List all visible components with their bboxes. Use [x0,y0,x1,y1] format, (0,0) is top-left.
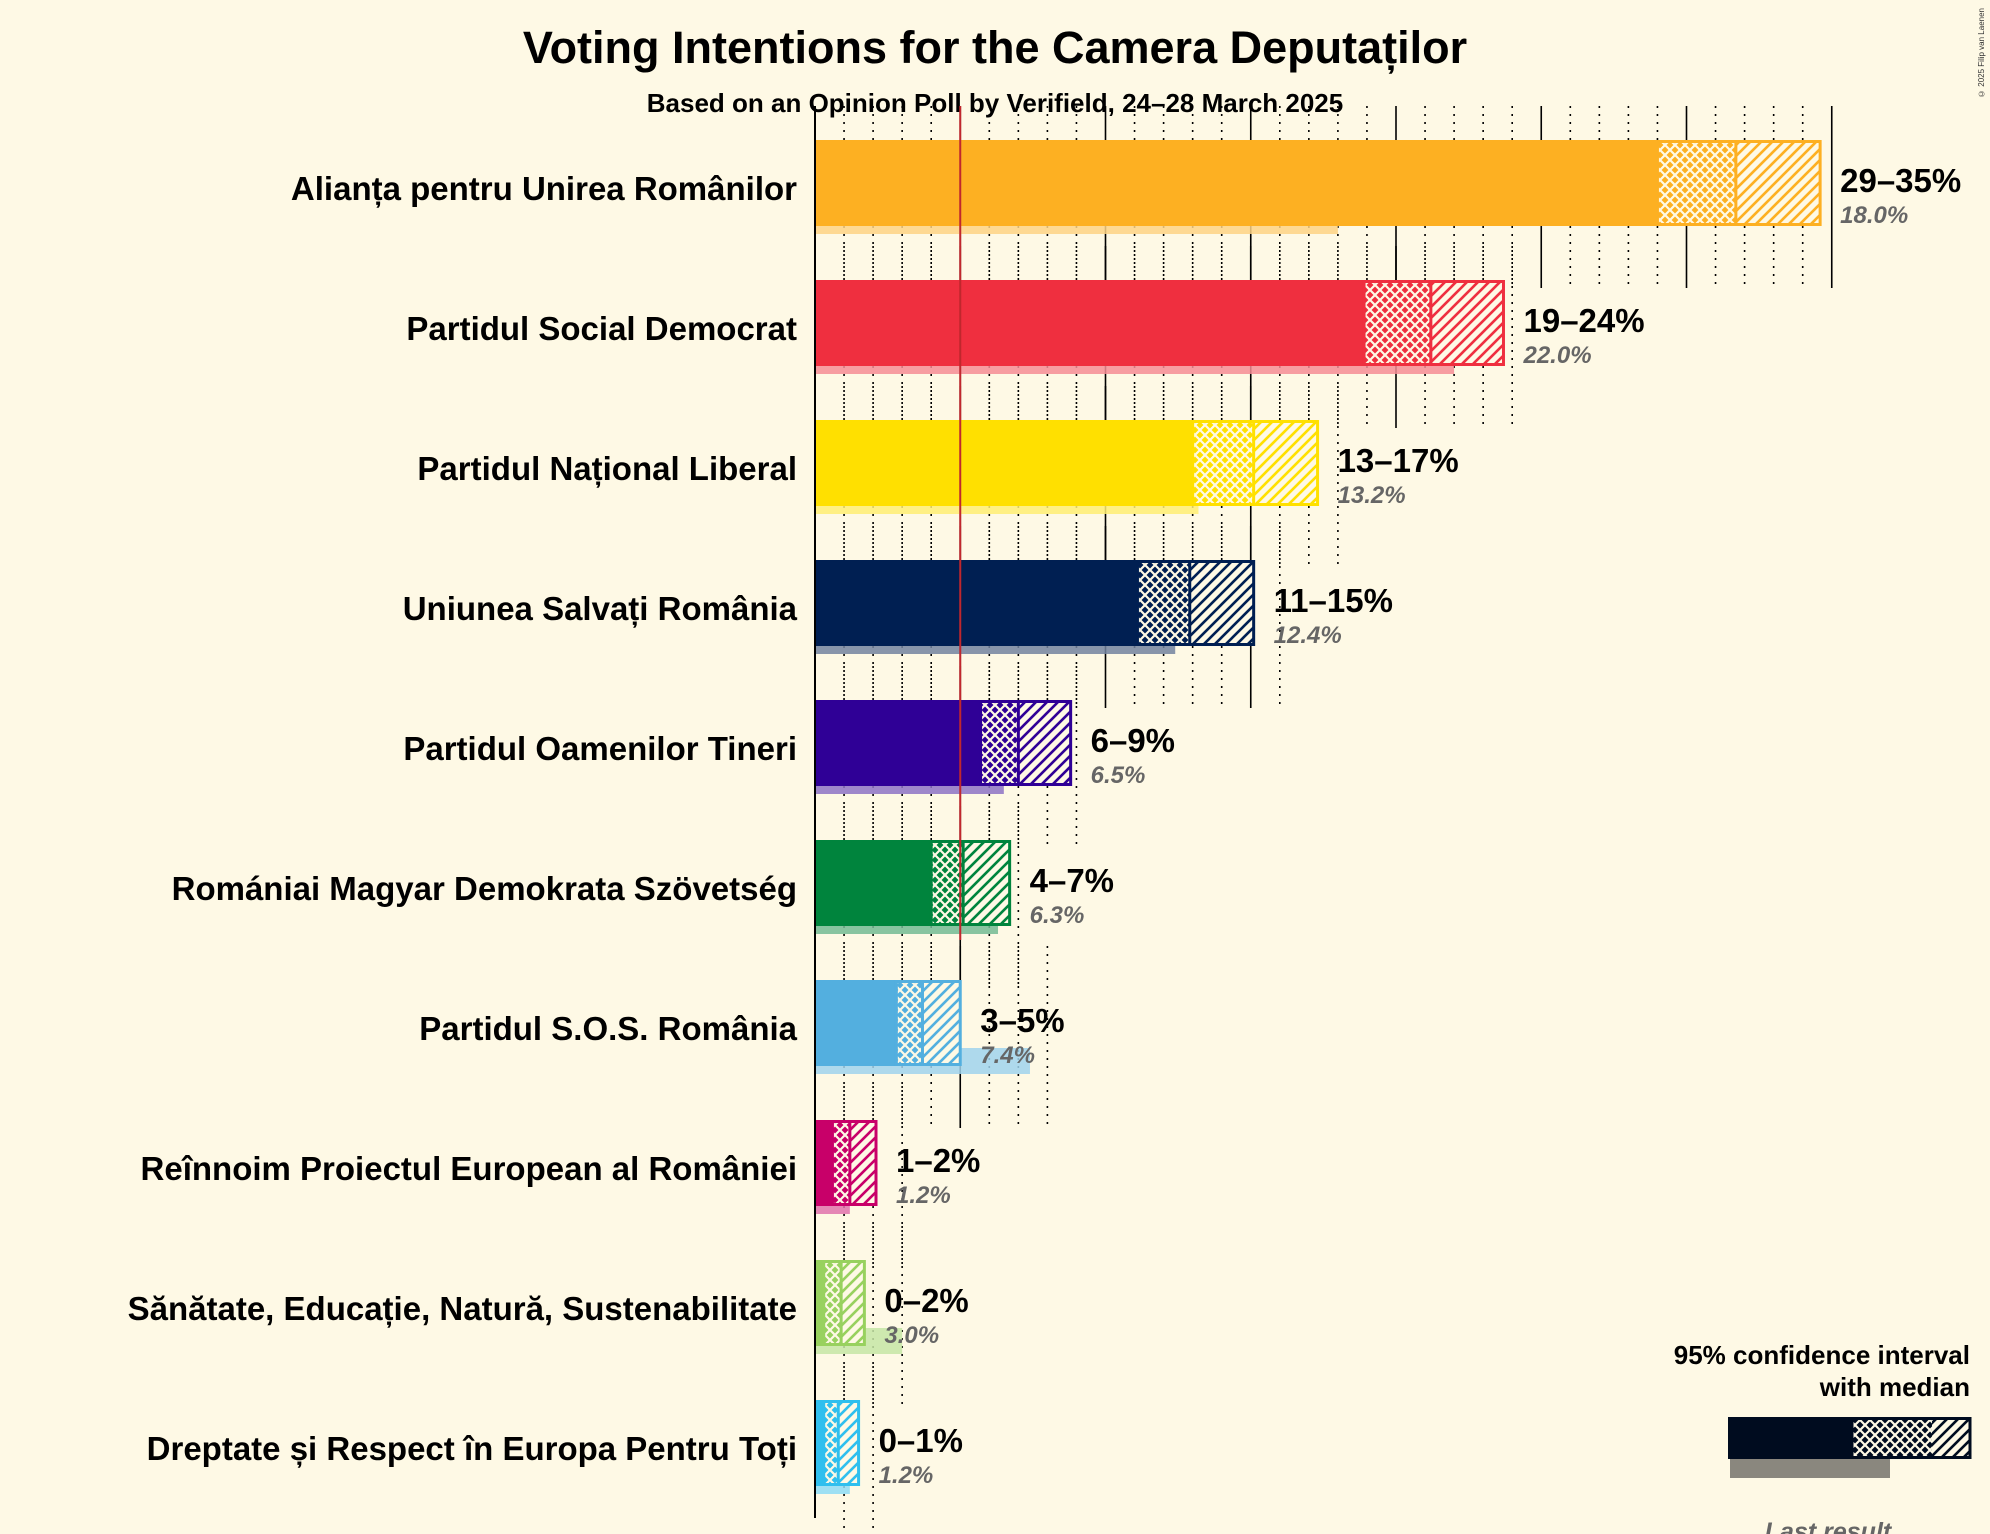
ci-solid-bar [815,1120,833,1206]
last-result-label: 1.2% [879,1462,934,1489]
last-result-label: 22.0% [1522,342,1591,369]
ci-lower-segment [823,1400,839,1486]
legend: 95% confidence interval with median Last… [1674,1340,1972,1534]
range-label: 0–2% [884,1282,968,1319]
ci-upper-segment [838,1400,859,1486]
ci-upper-segment [963,840,1010,926]
ci-solid-bar [815,140,1658,226]
range-label: 1–2% [896,1142,980,1179]
ci-solid-bar [815,560,1138,646]
last-result-label: 12.4% [1274,622,1342,649]
last-result-label: 6.3% [1030,902,1085,929]
ci-upper-segment [922,980,961,1066]
range-label: 6–9% [1091,722,1175,759]
ci-outline [830,1120,878,1206]
ci-upper-segment [1189,560,1254,646]
ci-solid-bar [815,840,932,926]
range-label: 13–17% [1338,442,1459,479]
party-name: Reînnoim Proiectul European al României [141,1150,797,1187]
range-label: 19–24% [1523,302,1644,339]
ci-upper-segment [841,1260,865,1346]
legend-title-line1: 95% confidence interval [1674,1340,1970,1370]
party-name: Sănătate, Educație, Natură, Sustenabilit… [128,1290,797,1328]
legend-last-result-label: Last result [1765,1518,1893,1534]
party-name: Romániai Magyar Demokrata Szövetség [172,870,797,907]
ci-lower-segment [1192,420,1254,506]
legend-outline [1850,1417,1972,1459]
party-row: Uniunea Salvați România 11–15% 12.4% [403,526,1393,708]
ci-upper-segment [1253,420,1318,506]
party-name: Partidul Social Democrat [406,310,797,347]
ci-lower-segment [896,980,923,1066]
ci-lower-segment [1657,140,1736,226]
legend-sample-bar [1728,1417,1972,1478]
ci-lower-segment [1137,560,1190,646]
ci-lower-segment [1364,280,1431,366]
ci-outline [1655,140,1822,226]
ci-upper-segment [1735,140,1821,226]
chart-subtitle: Based on an Opinion Poll by Verifield, 2… [646,88,1344,118]
ci-lower-segment [931,840,964,926]
last-result-label: 3.0% [884,1322,939,1349]
ci-outline [929,840,1012,926]
ci-lower-segment [823,1260,842,1346]
ci-solid-bar [815,1400,824,1486]
party-row: Partidul Social Democrat 19–24% 22.0% [406,246,1645,428]
ci-solid-bar [815,420,1193,506]
party-row: Romániai Magyar Demokrata Szövetség 4–7% 6… [172,806,1114,988]
ci-lower-segment [980,700,1019,786]
last-result-label: 1.2% [896,1182,951,1209]
party-name: Alianța pentru Unirea Românilor [291,170,797,208]
legend-last-result-bar [1730,1456,1890,1478]
party-row: Alianța pentru Unirea Românilor 29–35% 18.… [291,106,1961,288]
ci-outline [979,700,1073,786]
legend-hatch [1932,1417,1970,1459]
range-label: 3–5% [980,1002,1064,1039]
party-name: Partidul Oamenilor Tineri [403,730,797,767]
last-result-label: 6.5% [1091,762,1146,789]
range-label: 11–15% [1274,582,1393,619]
legend-solid [1728,1417,1852,1459]
legend-title-line2: with median [1819,1372,1970,1402]
party-name: Partidul S.O.S. România [419,1010,797,1047]
ci-outline [1135,560,1256,646]
party-row: Partidul Național Liberal 13–17% 13.2% [417,386,1459,568]
party-row: Reînnoim Proiectul European al României 1… [141,1086,980,1268]
legend-crosshatch [1852,1417,1932,1459]
ci-outline [894,980,962,1066]
last-result-label: 7.4% [980,1042,1035,1069]
ci-outline [1362,280,1505,366]
party-row: Sănătate, Educație, Natură, Sustenabilit… [128,1226,969,1408]
ci-outline [822,1260,866,1346]
ci-upper-segment [1430,280,1504,366]
range-label: 0–1% [879,1422,963,1459]
last-result-label: 18.0% [1840,202,1908,229]
ci-lower-segment [832,1120,850,1206]
party-row: Partidul Oamenilor Tineri 6–9% 6.5% [403,666,1175,848]
party-row: Dreptate și Respect în Europa Pentru Toț… [147,1366,963,1534]
ci-solid-bar [815,700,981,786]
bars-layer: Alianța pentru Unirea Românilor 29–35% 18.… [128,106,1961,1534]
chart-title: Voting Intentions for the Camera Deputaț… [522,22,1468,73]
ci-solid-bar [815,280,1365,366]
last-result-label: 13.2% [1338,482,1406,509]
range-label: 29–35% [1840,162,1961,199]
range-label: 4–7% [1030,862,1114,899]
party-name: Partidul Național Liberal [417,450,797,488]
ci-outline [822,1400,861,1486]
ci-upper-segment [1018,700,1071,786]
ci-solid-bar [815,1260,824,1346]
party-name: Uniunea Salvați România [403,590,798,628]
ci-upper-segment [849,1120,877,1206]
party-row: Partidul S.O.S. România 3–5% 7.4% [419,946,1065,1128]
ci-solid-bar [815,980,897,1066]
party-name: Dreptate și Respect în Europa Pentru Toț… [147,1430,797,1468]
